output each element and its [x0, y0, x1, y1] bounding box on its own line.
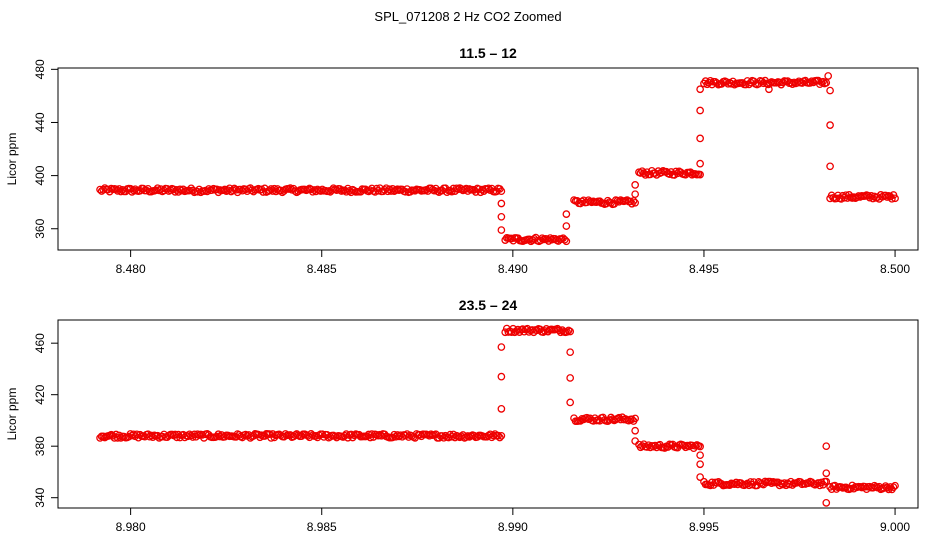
- data-point: [495, 433, 504, 442]
- data-point: [891, 481, 899, 490]
- data-point: [564, 326, 573, 335]
- data-point: [822, 78, 831, 87]
- data-point: [706, 76, 715, 85]
- y-tick-label: 400: [33, 165, 47, 185]
- data-point: [888, 194, 896, 203]
- x-tick-label: 8.500: [880, 262, 910, 276]
- data-point: [631, 426, 640, 435]
- x-tick-label: 8.480: [116, 262, 146, 276]
- data-point: [696, 85, 704, 94]
- data-point: [631, 198, 640, 207]
- data-point: [806, 79, 815, 87]
- data-point: [696, 159, 704, 168]
- data-point: [696, 134, 704, 143]
- data-point: [497, 404, 506, 413]
- data-point: [566, 327, 575, 336]
- data-point: [631, 437, 640, 445]
- chart-panel-2: 23.5 – 24 8.980 8.985 8.990 8.995 9.000 340 380…: [5, 297, 919, 534]
- y-axis-label: Licor ppm: [5, 388, 19, 441]
- data-point: [696, 106, 704, 115]
- data-point: [696, 460, 704, 469]
- data-point: [819, 77, 827, 86]
- data-point: [732, 478, 740, 487]
- data-point: [566, 374, 575, 382]
- data-point: [497, 226, 506, 234]
- data-point: [826, 162, 834, 171]
- x-tick-label: 8.485: [307, 262, 337, 276]
- data-point: [563, 328, 571, 336]
- data-point: [822, 469, 831, 478]
- data-point: [758, 77, 766, 86]
- data-point: [116, 187, 125, 196]
- data-point: [889, 483, 898, 492]
- panel-title: 23.5 – 24: [459, 297, 518, 313]
- data-point: [120, 432, 128, 441]
- data-series: [96, 72, 899, 246]
- panel-title: 11.5 – 12: [459, 45, 517, 61]
- y-tick-label: 340: [33, 487, 47, 507]
- data-point: [881, 191, 890, 200]
- x-tick-label: 8.985: [307, 520, 337, 534]
- y-tick-label: 480: [33, 59, 47, 79]
- data-point: [712, 479, 721, 487]
- data-point: [629, 197, 638, 205]
- data-point: [696, 451, 704, 460]
- data-point: [497, 212, 506, 221]
- x-tick-label: 8.995: [689, 520, 719, 534]
- y-tick-label: 360: [33, 218, 47, 238]
- data-point: [497, 372, 506, 381]
- data-point: [631, 181, 640, 189]
- data-point: [822, 477, 831, 486]
- data-point: [660, 444, 669, 452]
- data-point: [741, 80, 750, 89]
- figure-title: SPL_071208 2 Hz CO2 Zoomed: [374, 9, 562, 24]
- y-axis-label: Licor ppm: [5, 133, 19, 186]
- data-point: [562, 222, 571, 230]
- data-point: [891, 194, 899, 203]
- x-tick-label: 8.990: [498, 520, 528, 534]
- data-point: [822, 498, 831, 507]
- data-point: [826, 121, 834, 129]
- x-tick-label: 8.490: [498, 262, 528, 276]
- data-point: [560, 235, 569, 244]
- data-point: [672, 167, 680, 176]
- data-point: [562, 237, 571, 246]
- data-point: [538, 234, 547, 243]
- data-series: [96, 324, 899, 507]
- data-point: [788, 80, 797, 88]
- data-point: [497, 199, 506, 208]
- x-tick-label: 8.980: [116, 520, 146, 534]
- chart-panel-1: 11.5 – 12 8.480 8.485 8.490 8.495 8.500 360 400…: [5, 45, 919, 276]
- y-tick-label: 460: [33, 333, 47, 353]
- data-point: [631, 190, 640, 199]
- y-tick-label: 440: [33, 112, 47, 132]
- plot-frame: [57, 67, 919, 251]
- x-tick-label: 9.000: [880, 520, 910, 534]
- data-point: [497, 431, 506, 440]
- data-point: [628, 415, 636, 424]
- y-tick-label: 420: [33, 384, 47, 404]
- data-point: [765, 85, 773, 94]
- data-point: [497, 187, 506, 196]
- plot-frame: [57, 319, 919, 509]
- data-point: [824, 72, 833, 80]
- data-point: [566, 348, 575, 357]
- y-tick-label: 380: [33, 436, 47, 456]
- data-point: [696, 442, 704, 451]
- data-point: [696, 170, 704, 179]
- data-point: [342, 430, 351, 438]
- data-point: [208, 186, 216, 194]
- data-point: [439, 433, 448, 442]
- data-point: [494, 431, 503, 440]
- data-point: [631, 414, 640, 423]
- x-tick-label: 8.495: [689, 262, 719, 276]
- data-point: [497, 343, 506, 351]
- data-point: [566, 398, 575, 407]
- data-point: [696, 473, 704, 481]
- data-point: [826, 86, 834, 95]
- data-point: [822, 442, 831, 451]
- data-point: [665, 170, 674, 178]
- data-point: [562, 210, 571, 218]
